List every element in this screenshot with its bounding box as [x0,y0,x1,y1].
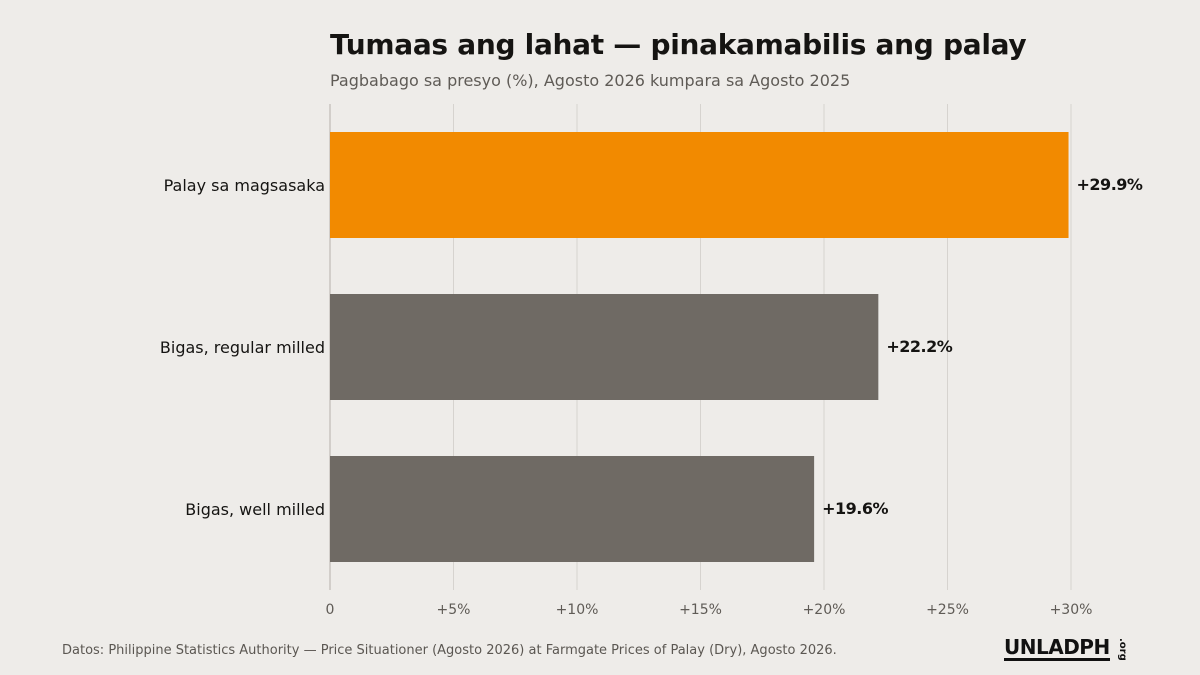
x-tick-label: 0 [326,602,335,618]
x-tick-label: +5% [437,602,471,618]
x-tick-label: +30% [1050,602,1093,618]
bars [330,132,1069,562]
value-label: +19.6% [822,499,888,518]
x-tick-label: +15% [679,602,722,618]
x-tick-label: +25% [926,602,969,618]
category-label: Palay sa magsasaka [164,176,325,195]
labels: 0 +5% +10% +15% +20% +25% +30% Palay sa magsasa… [160,175,1144,618]
chart-subtitle: Pagbabago sa presyo (%), Agosto 2026 kum… [330,71,851,90]
category-label: Bigas, well milled [185,500,325,519]
x-tick-label: +10% [556,602,599,618]
chart-title: Tumaas ang lahat — pinakamabilis ang pal… [330,28,1027,61]
bar-2 [330,294,879,400]
logo-tld: .org [1117,638,1128,661]
unladph-logo: UNLADPH [1004,635,1110,661]
category-label: Bigas, regular milled [160,338,325,357]
source-note: Datos: Philippine Statistics Authority —… [62,643,837,658]
x-tick-label: +20% [803,602,846,618]
value-label: +29.9% [1077,175,1143,194]
bar-1 [330,132,1069,238]
bar-3 [330,456,815,562]
value-label: +22.2% [886,337,952,356]
